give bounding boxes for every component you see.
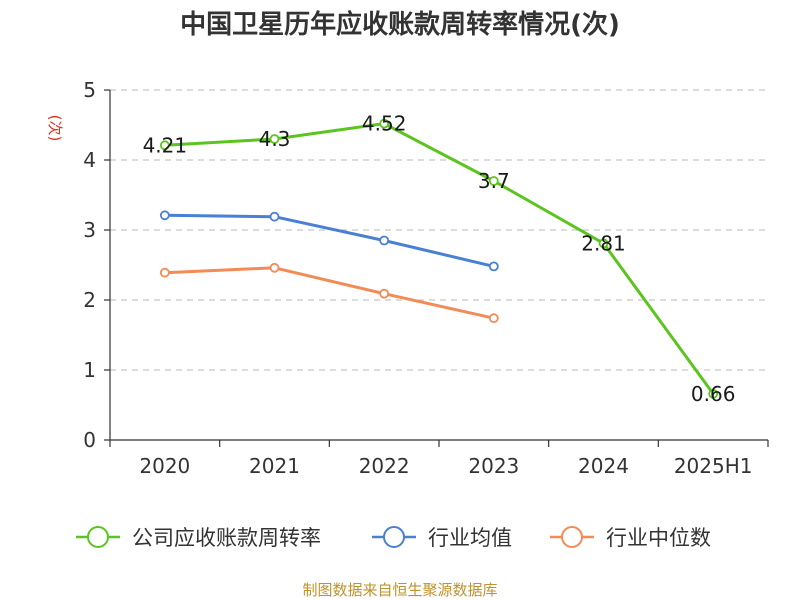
y-tick-label-2: 2 bbox=[83, 288, 96, 312]
point-2-2023 bbox=[488, 313, 499, 324]
legend: 公司应收账款周转率 行业均值 行业中位数 bbox=[76, 526, 711, 550]
x-tick-label-2020: 2020 bbox=[139, 454, 190, 478]
x-tick-label-2025H1: 2025H1 bbox=[674, 454, 753, 478]
y-tick-label-1: 1 bbox=[83, 358, 96, 382]
legend-marker-1 bbox=[383, 526, 405, 548]
legend-label-1: 行业均值 bbox=[428, 526, 512, 550]
y-tick-label-5: 5 bbox=[83, 78, 96, 102]
point-0-2024 bbox=[598, 238, 609, 249]
point-0-2025H1 bbox=[708, 388, 719, 399]
point-1-2020 bbox=[159, 210, 170, 221]
series-lines bbox=[159, 118, 719, 399]
axes: 0 1 2 3 4 5 2020 2021 2022 2023 2024 2025H1 bbox=[83, 78, 769, 478]
point-1-2021 bbox=[269, 211, 280, 222]
point-0-2020 bbox=[159, 140, 170, 151]
point-2-2022 bbox=[379, 288, 390, 299]
point-0-2022 bbox=[379, 118, 390, 129]
data-label-2024: 2.81 bbox=[581, 231, 626, 255]
x-tick-label-2021: 2021 bbox=[249, 454, 300, 478]
x-tick-label-2022: 2022 bbox=[359, 454, 410, 478]
point-2-2021 bbox=[269, 262, 280, 273]
y-axis-label: (次) bbox=[46, 115, 64, 142]
y-tick-label-4: 4 bbox=[83, 148, 96, 172]
x-tick-label-2023: 2023 bbox=[468, 454, 519, 478]
data-label-2020: 4.21 bbox=[143, 133, 188, 157]
point-2-2020 bbox=[159, 267, 170, 278]
series-line-1 bbox=[163, 213, 496, 268]
data-label-2022: 4.52 bbox=[362, 112, 407, 136]
point-0-2021 bbox=[269, 134, 280, 144]
chart-title: 中国卫星历年应收账款周转率情况(次) bbox=[180, 9, 620, 40]
source-note: 制图数据来自恒生聚源数据库 bbox=[302, 581, 497, 599]
legend-label-0: 公司应收账款周转率 bbox=[132, 526, 321, 550]
series-line-0 bbox=[163, 122, 715, 396]
data-label-2025H1: 0.66 bbox=[691, 382, 736, 406]
data-label-2021: 4.3 bbox=[259, 127, 291, 151]
point-0-2023 bbox=[488, 176, 499, 186]
y-tick-label-3: 3 bbox=[83, 218, 96, 242]
point-1-2023 bbox=[488, 261, 499, 272]
data-label-2023: 3.7 bbox=[478, 169, 510, 193]
grid-lines bbox=[110, 89, 768, 371]
point-1-2022 bbox=[379, 235, 390, 246]
x-tick-label-2024: 2024 bbox=[578, 454, 629, 478]
legend-marker-2 bbox=[561, 526, 583, 548]
data-labels: 4.21 4.3 4.52 3.7 2.81 0.66 bbox=[143, 112, 736, 406]
y-tick-label-0: 0 bbox=[83, 428, 96, 452]
legend-label-2: 行业中位数 bbox=[606, 526, 711, 550]
series-line-2 bbox=[163, 266, 496, 320]
legend-marker-0 bbox=[87, 526, 109, 548]
